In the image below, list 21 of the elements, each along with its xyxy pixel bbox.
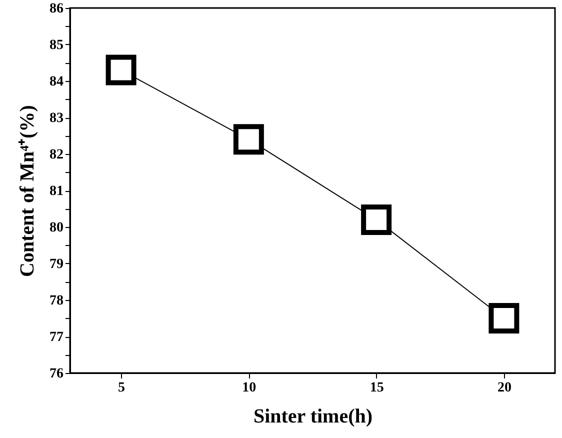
y-tick-label: 82 <box>50 148 64 162</box>
y-tick-label: 85 <box>50 38 64 53</box>
y-tick-label: 76 <box>50 366 64 382</box>
y-axis-title: Content of Mn⁴⁺(%) <box>16 105 38 277</box>
y-tick-label: 81 <box>50 184 64 199</box>
y-tick-label: 84 <box>50 74 64 90</box>
x-axis-title: Sinter time(h) <box>253 406 373 428</box>
x-tick-label: 20 <box>497 380 512 396</box>
point <box>106 54 136 86</box>
point <box>361 204 392 235</box>
y-tick-label: 80 <box>50 220 64 236</box>
point <box>233 124 264 155</box>
y-tick-label: 79 <box>50 257 64 272</box>
x-tick-label: 15 <box>370 380 384 396</box>
y-tick-label: 78 <box>50 294 64 308</box>
x-tick-label: 5 <box>118 380 126 396</box>
y-tick-label: 86 <box>50 2 64 16</box>
x-tick-label: 10 <box>242 380 256 396</box>
y-tick-label: 83 <box>50 111 64 126</box>
point <box>488 303 520 334</box>
y-tick-label: 77 <box>50 330 64 345</box>
